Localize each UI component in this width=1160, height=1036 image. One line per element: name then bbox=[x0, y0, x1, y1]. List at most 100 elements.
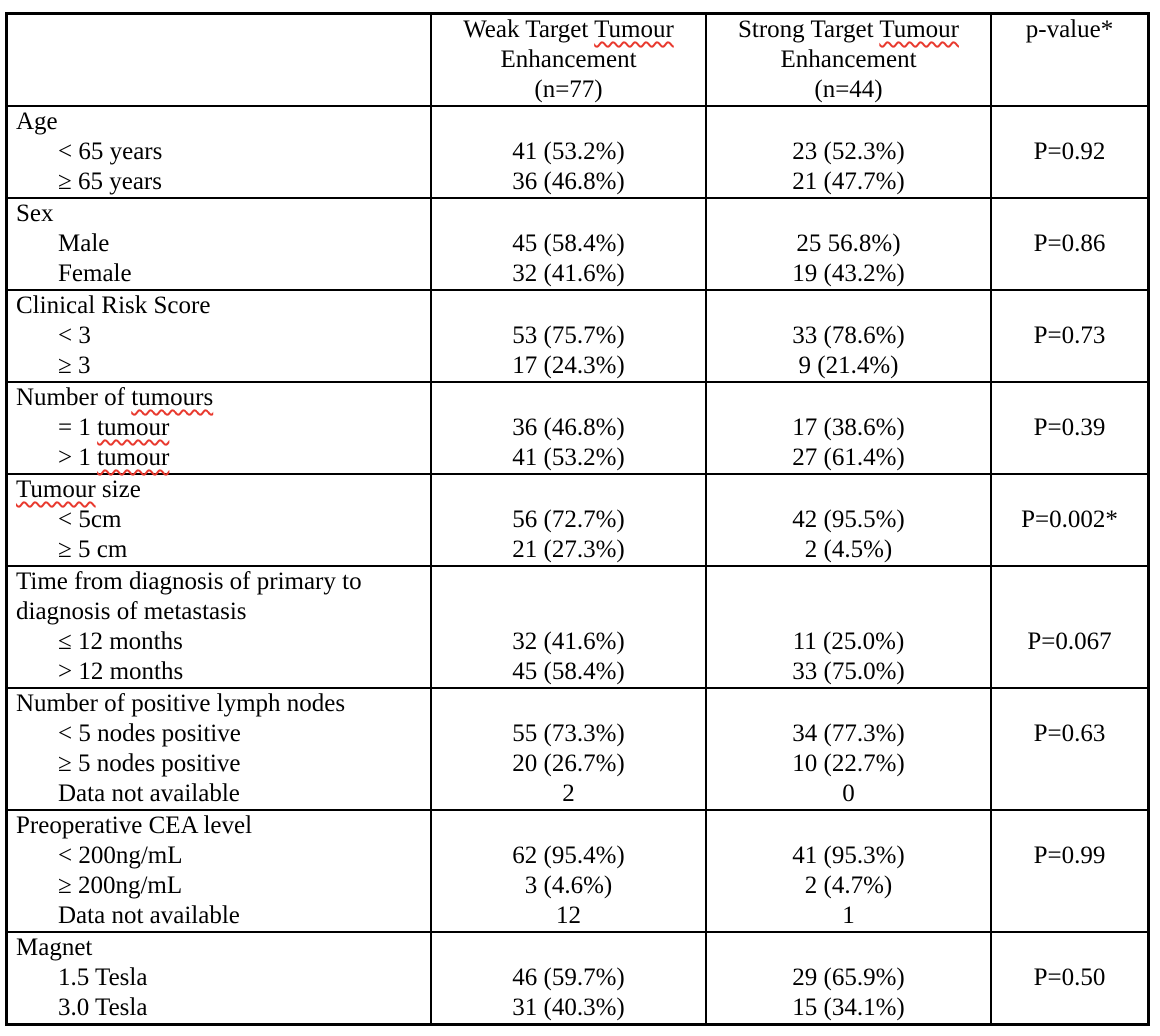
weak-value: Enhancement bbox=[432, 45, 705, 75]
strong-value: 25 56.8%) bbox=[707, 229, 990, 259]
weak-enhancement-cell: 53 (75.7%) 17 (24.3%) bbox=[430, 291, 705, 381]
p-value-text: P=0.86 bbox=[1033, 230, 1106, 257]
weak-value: 45 (58.4%) bbox=[432, 657, 705, 687]
blank-line bbox=[432, 933, 705, 963]
blank-line bbox=[432, 199, 705, 229]
weak-enhancement-cell: 56 (72.7%) 21 (27.3%) bbox=[430, 475, 705, 565]
text-segment: 2 (4.5%) bbox=[804, 536, 893, 563]
weak-value: 32 (41.6%) bbox=[432, 627, 705, 657]
text-segment: < 65 years bbox=[58, 138, 163, 165]
row-label: < 200ng/mL bbox=[8, 841, 430, 871]
row-label bbox=[8, 15, 430, 45]
p-value-text: p-value* bbox=[1025, 16, 1114, 43]
text-segment: Sex bbox=[16, 200, 54, 227]
p-value-text: P=0.73 bbox=[1033, 322, 1106, 349]
row-label: > 12 months bbox=[8, 657, 430, 687]
text-segment: 1 bbox=[842, 902, 855, 929]
section-label: diagnosis of metastasis bbox=[8, 597, 430, 627]
p-value-text: P=0.39 bbox=[1033, 414, 1106, 441]
text-segment: 32 (41.6%) bbox=[512, 628, 625, 655]
blank-line bbox=[992, 933, 1147, 963]
weak-enhancement-cell: 62 (95.4%) 3 (4.6%) 12 bbox=[430, 811, 705, 931]
text-segment: 45 (58.4%) bbox=[512, 230, 625, 257]
text-segment: 0 bbox=[842, 780, 855, 807]
text-segment: 62 (95.4%) bbox=[512, 842, 625, 869]
blank-line bbox=[992, 107, 1147, 137]
weak-value: 32 (41.6%) bbox=[432, 259, 705, 289]
blank-line bbox=[707, 811, 990, 841]
p-value-line: P=0.067 bbox=[992, 627, 1147, 657]
weak-value: 36 (46.8%) bbox=[432, 167, 705, 197]
text-segment: Data not available bbox=[58, 780, 240, 807]
p-value-cell: P=0.99 bbox=[990, 811, 1147, 931]
strong-value: 33 (75.0%) bbox=[707, 657, 990, 687]
row-label: ≤ 12 months bbox=[8, 627, 430, 657]
strong-enhancement-cell: Strong Target Tumour Enhancement (n=44) bbox=[705, 15, 990, 105]
text-segment: 20 (26.7%) bbox=[512, 750, 625, 777]
section-label: Age bbox=[8, 107, 430, 137]
text-segment: ≤ 12 months bbox=[58, 628, 183, 655]
weak-enhancement-cell: 32 (41.6%) 45 (58.4%) bbox=[430, 567, 705, 687]
strong-value: 2 (4.5%) bbox=[707, 535, 990, 565]
section-preoperative-cea-level: Preoperative CEA level < 200ng/mL ≥ 200ng/… bbox=[8, 809, 1147, 931]
text-segment: < 5 nodes positive bbox=[58, 720, 241, 747]
text-segment: 41 (53.2%) bbox=[512, 138, 625, 165]
text-segment: 53 (75.7%) bbox=[512, 322, 625, 349]
p-value-line: P=0.63 bbox=[992, 719, 1147, 749]
text-segment: ≥ 5 nodes positive bbox=[58, 750, 241, 777]
section-number-of-tumours: Number of tumours = 1 tumour > 1 tumour 36 … bbox=[8, 381, 1147, 473]
text-segment: (n=77) bbox=[534, 76, 603, 103]
section-tumour-size: Tumour size < 5cm ≥ 5 cm 56 (72.7%) 21 (27.3… bbox=[8, 473, 1147, 565]
strong-enhancement-cell: 11 (25.0%) 33 (75.0%) bbox=[705, 567, 990, 687]
weak-value: 12 bbox=[432, 901, 705, 931]
text-segment: 45 (58.4%) bbox=[512, 658, 625, 685]
text-segment: Enhancement bbox=[780, 46, 917, 73]
row-label: < 5cm bbox=[8, 505, 430, 535]
misspelled-word: Tumour bbox=[16, 476, 96, 503]
weak-value: 21 (27.3%) bbox=[432, 535, 705, 565]
p-value-line: P=0.99 bbox=[992, 841, 1147, 871]
row-label: = 1 tumour bbox=[8, 413, 430, 443]
text-segment: 25 56.8%) bbox=[796, 230, 901, 257]
misspelled-word: tumour bbox=[97, 414, 170, 441]
weak-value: 46 (59.7%) bbox=[432, 963, 705, 993]
text-segment: = 1 bbox=[58, 414, 98, 441]
label-cell: Tumour size < 5cm ≥ 5 cm bbox=[8, 475, 430, 565]
text-segment: 1.5 Tesla bbox=[58, 964, 148, 991]
blank-line bbox=[707, 689, 990, 719]
row-label bbox=[8, 75, 430, 105]
blank-line bbox=[432, 597, 705, 627]
text-segment: 17 (38.6%) bbox=[792, 414, 905, 441]
section-age: Age < 65 years ≥ 65 years 41 (53.2%) 36 (46.… bbox=[8, 105, 1147, 197]
text-segment: 23 (52.3%) bbox=[792, 138, 905, 165]
strong-value: 33 (78.6%) bbox=[707, 321, 990, 351]
p-value-text: P=0.99 bbox=[1033, 842, 1106, 869]
strong-enhancement-cell: 33 (78.6%) 9 (21.4%) bbox=[705, 291, 990, 381]
blank-line bbox=[992, 199, 1147, 229]
blank-line bbox=[707, 291, 990, 321]
strong-value: 15 (34.1%) bbox=[707, 993, 990, 1023]
weak-value: 31 (40.3%) bbox=[432, 993, 705, 1023]
strong-value: 17 (38.6%) bbox=[707, 413, 990, 443]
section-label: Preoperative CEA level bbox=[8, 811, 430, 841]
weak-value: 2 bbox=[432, 779, 705, 809]
row-label: < 3 bbox=[8, 321, 430, 351]
blank-line bbox=[432, 689, 705, 719]
p-value-cell: P=0.86 bbox=[990, 199, 1147, 289]
row-label: Female bbox=[8, 259, 430, 289]
text-segment: > 1 bbox=[58, 444, 98, 471]
text-segment: Number of bbox=[16, 384, 132, 411]
section-column-headers: Weak Target Tumour Enhancement (n=77) Stron… bbox=[8, 15, 1147, 105]
weak-value: 53 (75.7%) bbox=[432, 321, 705, 351]
text-segment: < 200ng/mL bbox=[58, 842, 183, 869]
patient-characteristics-table: Weak Target Tumour Enhancement (n=77) Stron… bbox=[5, 12, 1150, 1026]
weak-value: 17 (24.3%) bbox=[432, 351, 705, 381]
text-segment: 31 (40.3%) bbox=[512, 994, 625, 1021]
p-value-text: P=0.002* bbox=[1021, 506, 1118, 533]
p-value-line: P=0.92 bbox=[992, 137, 1147, 167]
text-segment: Age bbox=[16, 108, 58, 135]
text-segment: Number of positive lymph nodes bbox=[16, 690, 346, 717]
strong-value: 19 (43.2%) bbox=[707, 259, 990, 289]
blank-line bbox=[992, 597, 1147, 627]
text-segment: Clinical Risk Score bbox=[16, 292, 211, 319]
